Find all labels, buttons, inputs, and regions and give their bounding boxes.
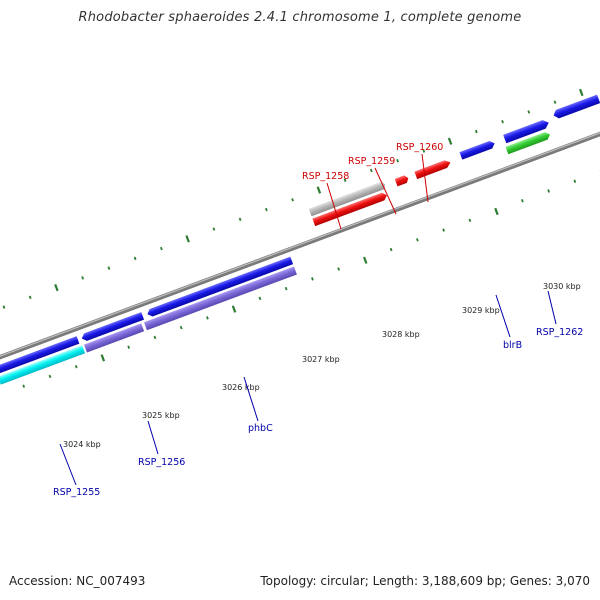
upper-tick-ring [2, 88, 584, 309]
upper-minor-ticks [2, 100, 557, 309]
kbp-label-3026: 3026 kbp [222, 383, 260, 392]
cds-rsp-1258-red[interactable] [312, 191, 388, 227]
cds-rsp-1262[interactable] [505, 131, 551, 155]
forward-strand-features [308, 94, 600, 227]
gene-label-phbc[interactable]: phbC [248, 423, 273, 434]
cds-phbc[interactable] [143, 266, 297, 331]
lower-major-ticks [100, 207, 499, 362]
gene-label-rsp-1255[interactable]: RSP_1255 [53, 487, 100, 498]
kbp-labels: 3024 kbp 3025 kbp 3026 kbp 3027 kbp 3028… [63, 282, 581, 449]
kbp-label-3025: 3025 kbp [142, 411, 180, 420]
leader-rsp-1260 [421, 153, 429, 203]
leader-rsp-1258 [326, 182, 342, 230]
leader-rsp-1262 [547, 290, 557, 325]
upper-major-ticks [54, 88, 584, 292]
cds-forward-blue-1[interactable] [459, 140, 496, 160]
gene-label-rsp-1262[interactable]: RSP_1262 [536, 327, 583, 338]
leader-rsp-1259 [374, 167, 397, 215]
cds-rsp-1256[interactable] [83, 323, 145, 353]
cds-reverse-blue-2[interactable] [80, 312, 145, 342]
cds-reverse-blue-3[interactable] [146, 256, 294, 318]
kbp-label-3024: 3024 kbp [63, 440, 101, 449]
cds-rsp-1259[interactable] [394, 174, 410, 187]
lower-minor-ticks [22, 169, 600, 388]
leader-blrb [495, 294, 511, 338]
map-title: Rhodobacter sphaeroides 2.4.1 chromosome… [78, 10, 522, 25]
genome-stats-label: Topology: circular; Length: 3,188,609 bp… [260, 574, 590, 588]
gene-leader-lines [59, 153, 557, 486]
cds-reverse-blue-1[interactable] [0, 336, 80, 375]
cds-rsp-1260[interactable] [414, 159, 451, 180]
leader-phbc [243, 376, 259, 422]
kbp-label-3030: 3030 kbp [543, 282, 581, 291]
gene-label-rsp-1259[interactable]: RSP_1259 [348, 156, 395, 167]
accession-label: Accession: NC_007493 [9, 574, 146, 588]
gene-labels: RSP_1255 RSP_1256 phbC blrB RSP_1262 RSP… [53, 142, 583, 498]
lower-tick-ring [22, 169, 600, 388]
gene-label-rsp-1260[interactable]: RSP_1260 [396, 142, 443, 153]
cds-rsp-1258-gray[interactable] [308, 181, 387, 217]
cds-forward-blue-3[interactable] [552, 94, 600, 120]
gene-label-rsp-1256[interactable]: RSP_1256 [138, 457, 185, 468]
cds-forward-blue-2[interactable] [503, 118, 550, 144]
cds-rsp-1255[interactable] [0, 345, 86, 385]
gene-label-blrb[interactable]: blrB [503, 340, 522, 351]
chromosome-backbone [0, 96, 600, 401]
gene-label-rsp-1258[interactable]: RSP_1258 [302, 171, 349, 182]
kbp-label-3028: 3028 kbp [382, 330, 420, 339]
reverse-strand-features [0, 256, 297, 385]
leader-rsp-1256 [147, 420, 159, 455]
kbp-label-3029: 3029 kbp [462, 306, 500, 315]
leader-rsp-1255 [59, 443, 77, 486]
kbp-label-3027: 3027 kbp [302, 355, 340, 364]
